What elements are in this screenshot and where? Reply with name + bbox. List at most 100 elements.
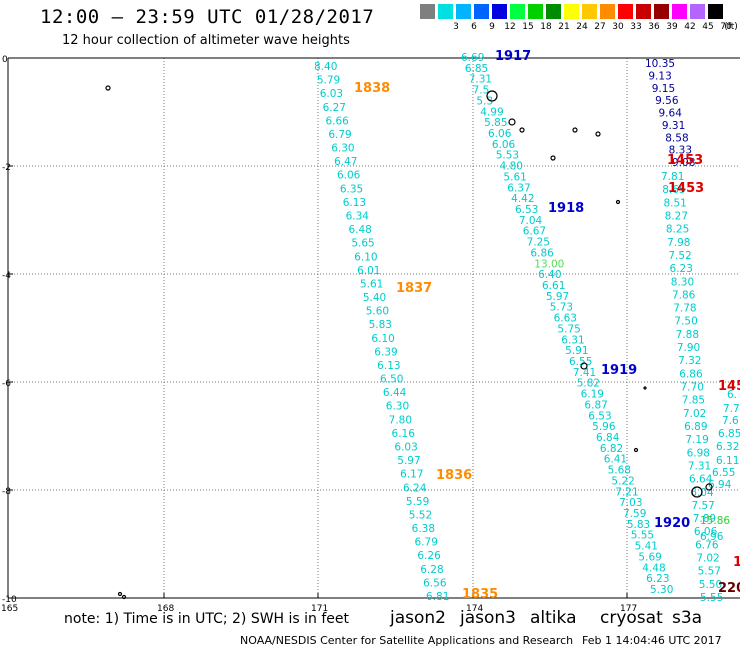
island-outline [519, 127, 525, 133]
wave-height-value: 7.81 [661, 171, 684, 183]
wave-height-value: 5.30 [650, 584, 673, 596]
scale-label: 21 [558, 22, 570, 32]
wave-height-value: 6.87 [584, 399, 607, 411]
wave-height-value: 9.15 [652, 83, 675, 95]
wave-height-value: 4.48 [642, 562, 665, 574]
wave-height-value: 5.83 [369, 319, 392, 331]
wave-height-value: 5.3 [476, 95, 493, 107]
wave-height-value: 4.42 [511, 193, 534, 205]
wave-height-value: 9.08 [672, 157, 695, 169]
scale-swatch [510, 4, 525, 19]
wave-height-value: 6.94 [708, 479, 732, 491]
wave-height-value: 7.41 [573, 367, 596, 379]
scale-swatch [456, 4, 471, 19]
wave-height-value: 6.96 [700, 531, 724, 543]
wave-height-value: 6.06 [694, 526, 718, 538]
scale-swatch [708, 4, 723, 19]
wave-height-value: 7.02 [683, 408, 706, 420]
wave-height-value: 6.98 [687, 447, 710, 459]
wave-height-value: 6.81 [426, 591, 449, 603]
x-tick-label: 165 [1, 604, 18, 614]
legend-jason2: jason2 [390, 608, 446, 628]
scale-swatch [528, 4, 543, 19]
wave-height-value: 7.98 [667, 237, 690, 249]
scale-swatch [654, 4, 669, 19]
island-outline [550, 155, 556, 161]
wave-height-value: 7.88 [676, 329, 699, 341]
wave-height-value: 6.06 [492, 139, 516, 151]
pass-number: 1920 [654, 516, 690, 531]
x-tick-label: 168 [157, 604, 174, 614]
scale-label: 42 [684, 22, 696, 32]
island-outline [121, 594, 127, 600]
wave-height-value: 5.65 [351, 238, 374, 250]
wave-height-value: 5.79 [317, 75, 340, 87]
wave-height-value: 7.57 [691, 500, 714, 512]
wave-height-value: 4.80 [500, 161, 523, 173]
wave-height-value: 6.76 [695, 539, 719, 551]
wave-height-value: 6.37 [507, 182, 530, 194]
scale-label: 36 [648, 22, 660, 32]
island-outline [615, 199, 621, 205]
scale-label: 15 [522, 22, 534, 32]
wave-height-value: 6.41 [604, 454, 627, 466]
wave-height-value: 5.41 [635, 541, 658, 553]
wave-height-value: 6.44 [383, 387, 407, 399]
wave-height-value: 6.55 [712, 467, 735, 479]
wave-height-value: 6.63 [554, 313, 577, 325]
wave-height-value: 6.10 [354, 251, 377, 263]
y-tick-label: -10 [2, 595, 17, 605]
scale-label: 24 [576, 22, 588, 32]
wave-height-value: 6.26 [417, 550, 441, 562]
wave-height-value: 8.40 [314, 61, 337, 73]
wave-height-value: 6.67 [523, 226, 546, 238]
wave-height-value: 5.69 [638, 551, 661, 563]
wave-height-value: 5.50 [699, 579, 722, 591]
scale-unit: (ft) [724, 22, 738, 32]
island-outline [572, 127, 578, 133]
island-outline [580, 362, 588, 370]
scale-label: 27 [594, 22, 606, 32]
wave-height-value: 6.30 [386, 401, 409, 413]
wave-height-value: 6.13 [377, 360, 400, 372]
wave-height-value: 8.25 [666, 224, 689, 236]
wave-height-value: 6.85 [465, 63, 488, 75]
wave-height-value: 13.00 [534, 258, 564, 270]
wave-height-value: 6.11 [716, 455, 739, 467]
island-outline [486, 90, 498, 102]
island-outline [633, 447, 639, 453]
scale-swatch [474, 4, 489, 19]
wave-height-value: 7.03 [619, 497, 642, 509]
wave-height-value: 5.59 [406, 496, 429, 508]
footer-note: note: 1) Time is in UTC; 2) SWH is in fe… [64, 611, 350, 627]
wave-height-value: 6.40 [538, 269, 561, 281]
pass-number: 1917 [495, 49, 531, 64]
wave-height-value: 5.22 [611, 475, 634, 487]
scale-label: 30 [612, 22, 624, 32]
wave-height-value: 6.69 [461, 52, 484, 64]
wave-height-value: 5.85 [484, 117, 507, 129]
wave-height-value: 7.59 [623, 508, 646, 520]
pass-number: 1919 [601, 363, 637, 378]
pass-number: 220 [718, 581, 740, 596]
pass-number: 1918 [548, 201, 584, 216]
legend-s3a: s3a [672, 608, 703, 628]
wave-height-value: 6.30 [331, 143, 354, 155]
wave-height-value: 6.48 [348, 224, 371, 236]
scale-label: 18 [540, 22, 552, 32]
scale-swatch [492, 4, 507, 19]
scale-swatch [438, 4, 453, 19]
island-outline [691, 486, 703, 498]
wave-height-value: 7.7 [723, 403, 740, 415]
wave-height-value: 6.23 [646, 573, 669, 585]
wave-height-value: 5.61 [503, 171, 526, 183]
wave-height-value: 7.19 [685, 434, 708, 446]
wave-height-value: 6.61 [542, 280, 565, 292]
y-tick-label: -6 [2, 379, 11, 389]
wave-height-value: 5.73 [550, 302, 573, 314]
wave-height-value: 6.64 [689, 474, 713, 486]
y-tick-label: -4 [2, 271, 11, 281]
legend-cryosat: cryosat [600, 608, 663, 628]
wave-height-value: 6.38 [412, 523, 435, 535]
